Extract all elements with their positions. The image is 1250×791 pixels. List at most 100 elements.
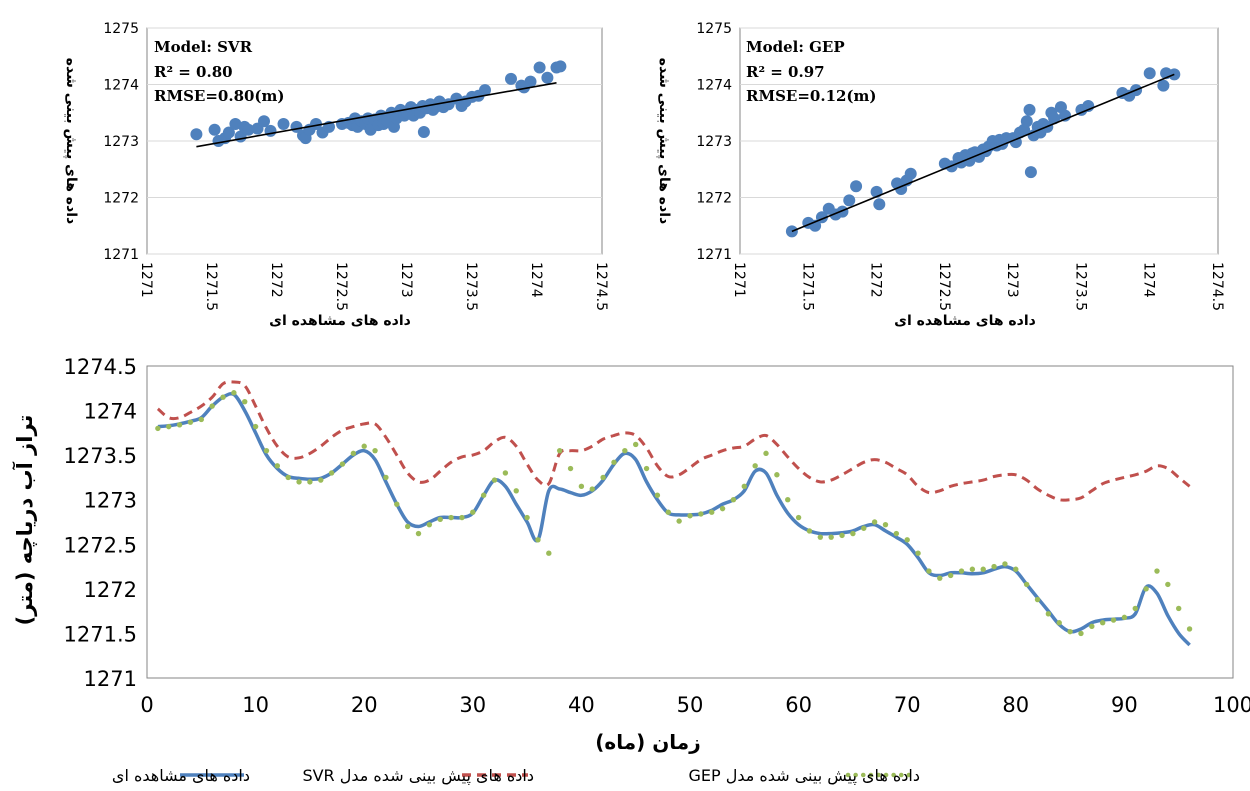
svr-data-point <box>505 72 517 85</box>
gep-series-point <box>535 537 541 543</box>
svr-x-tick-label: 1273.5 <box>463 262 479 311</box>
gep-series-point <box>546 550 552 556</box>
gep-series-point <box>882 521 889 528</box>
gep-annotation-model: Model: GEP <box>746 38 845 56</box>
svr-data-point <box>229 118 242 131</box>
gep-data-point <box>904 167 917 180</box>
gep-trendline <box>791 73 1175 233</box>
svr-y-tick-label: 1275 <box>103 21 139 37</box>
gep-y-tick-label: 1273 <box>696 134 732 150</box>
line-x-tick-label: 90 <box>1111 693 1138 717</box>
gep-series-point <box>274 463 281 469</box>
line-x-tick-label: 10 <box>242 693 269 717</box>
gep-series-point <box>991 563 997 570</box>
legend-label-gep: داده های پیش بینی شده مدل GEP <box>689 766 921 786</box>
legend-label-observed: داده های مشاهده ای <box>112 766 250 785</box>
gep-x-tick-label: 1272.5 <box>936 262 952 311</box>
svr-y-tick-label: 1271 <box>103 247 139 263</box>
svr-scatter-panel: 1271 1272 1273 1274 1275 1271 1271.5 1272 1272.… <box>63 21 609 329</box>
gep-series-point <box>198 416 204 423</box>
legend-item-svr: داده های پیش بینی شده مدل SVR <box>302 766 534 786</box>
gep-series-point <box>361 443 367 449</box>
gep-series-point <box>1176 605 1182 612</box>
gep-y-tick-label: 1271 <box>696 247 732 263</box>
gep-series-point <box>448 514 454 521</box>
gep-data-point <box>1143 67 1156 80</box>
gep-data-point <box>850 180 863 193</box>
line-y-tick-label: 1272.5 <box>64 533 137 557</box>
svr-x-tick-label: 1272.5 <box>333 262 349 311</box>
svr-x-tick-label: 1274 <box>528 262 544 298</box>
line-x-tick-label: 20 <box>351 693 378 717</box>
gep-series-point <box>350 450 357 457</box>
gep-scatter-panel: 1271 1272 1273 1274 1275 1271 1271.5 1272 1272.… <box>656 21 1225 329</box>
gep-series-point <box>698 511 704 517</box>
gep-series-point <box>871 519 878 525</box>
gep-series-point <box>1045 611 1052 617</box>
gep-series-point <box>1013 566 1019 572</box>
gep-series-point <box>1067 628 1073 635</box>
gep-series-point <box>567 465 574 472</box>
legend-item-gep: داده های پیش بینی شده مدل GEP <box>689 766 921 786</box>
svr-x-tick-label: 1272 <box>268 262 284 298</box>
gep-series-point <box>915 550 921 556</box>
gep-series-point <box>415 530 422 537</box>
svr-data-point <box>417 125 430 138</box>
line-y-tick-label: 1272 <box>84 578 137 602</box>
legend: داده های مشاهده ای داده های پیش بینی شده… <box>112 766 920 786</box>
svr-data-point <box>190 128 203 141</box>
gep-data-point <box>1157 79 1170 92</box>
gep-y-tick-label: 1272 <box>696 191 732 207</box>
legend-label-svr: داده های پیش بینی شده مدل SVR <box>302 766 534 786</box>
gep-series-point <box>1056 620 1062 626</box>
line-x-tick-label: 0 <box>140 693 153 717</box>
line-x-tick-label: 80 <box>1002 693 1029 717</box>
line-x-tick-label: 30 <box>459 693 486 717</box>
gep-x-tick-label: 1271.5 <box>799 262 815 311</box>
svr-annotation-r2: R² = 0.80 <box>154 63 233 81</box>
gep-data-point <box>873 198 886 211</box>
svr-data-point <box>242 123 255 136</box>
gep-series-point <box>980 566 986 572</box>
gep-series-point <box>947 572 954 579</box>
gep-series-point <box>1089 623 1095 629</box>
gep-series-point <box>926 568 932 574</box>
gep-series-point <box>850 530 856 537</box>
gep-series-point <box>730 497 737 503</box>
svr-annotation-rmse: RMSE=0.80(m) <box>154 87 285 105</box>
gep-series-point <box>318 477 324 483</box>
svr-data-point <box>479 84 491 97</box>
svr-x-tick-label: 1271.5 <box>203 262 219 311</box>
gep-series-point <box>687 513 693 519</box>
gep-series-point <box>166 423 172 430</box>
gep-series-point <box>578 483 585 490</box>
gep-y-axis-label: داده های پیش بینی شده <box>656 58 672 224</box>
gep-series-point <box>654 492 661 498</box>
gep-series-point <box>296 479 302 485</box>
gep-series-point <box>969 566 976 572</box>
svr-data-point <box>554 60 567 73</box>
gep-series-point <box>893 530 900 537</box>
gep-series-point <box>252 423 259 430</box>
gep-series-point <box>774 472 780 478</box>
svr-x-tick-label: 1274.5 <box>593 262 609 311</box>
gep-x-tick-label: 1273 <box>1004 262 1020 298</box>
gep-x-tick-label: 1272 <box>868 262 884 298</box>
gep-series-point <box>1121 614 1128 621</box>
gep-series-point <box>242 398 248 405</box>
gep-series-point <box>491 477 498 483</box>
line-x-tick-label: 60 <box>785 693 812 717</box>
line-y-tick-label: 1271.5 <box>64 622 137 646</box>
gep-series-point <box>459 514 465 521</box>
gep-series-point <box>1099 620 1106 626</box>
gep-series-point <box>383 474 389 481</box>
gep-series-point <box>1002 561 1008 567</box>
line-plot-frame <box>146 365 1234 679</box>
gep-series-point <box>307 479 313 485</box>
line-y-tick-label: 1274.5 <box>64 355 137 379</box>
gep-series-point <box>741 483 747 490</box>
gep-series-point <box>861 525 867 531</box>
gep-series-point <box>1034 596 1041 603</box>
svr-data-point <box>222 126 235 139</box>
